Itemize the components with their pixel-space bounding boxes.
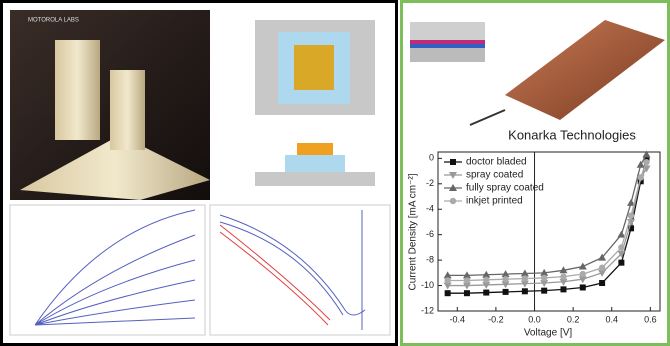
y-tick-label: -2 <box>426 178 434 188</box>
marker <box>560 286 566 292</box>
side-layer <box>285 155 345 172</box>
photo-roll <box>110 70 145 150</box>
marker <box>618 244 624 250</box>
stack <box>410 48 485 62</box>
marker <box>522 288 528 294</box>
stack <box>410 40 485 44</box>
marker <box>522 275 528 281</box>
transfer-plot <box>210 205 390 335</box>
side-layer <box>297 143 333 155</box>
x-label: Voltage [V] <box>524 328 573 339</box>
stack <box>410 22 485 40</box>
y-tick-label: 0 <box>429 153 434 163</box>
figure: MOTOROLA LABS Konarka Technologies Volta… <box>0 0 670 346</box>
marker <box>580 271 586 277</box>
y-tick-label: -4 <box>426 204 434 214</box>
marker <box>618 260 624 266</box>
marker <box>541 275 547 281</box>
x-tick-label: 0.4 <box>605 314 618 324</box>
device-side <box>255 172 375 186</box>
marker <box>483 277 489 283</box>
marker <box>628 212 634 218</box>
y-tick-label: -8 <box>426 254 434 264</box>
marker <box>502 276 508 282</box>
legend-label: inkjet printed <box>466 196 523 207</box>
stack <box>410 44 485 48</box>
marker <box>503 289 509 295</box>
marker <box>599 265 605 271</box>
marker <box>483 290 489 296</box>
legend-label: doctor bladed <box>466 157 527 168</box>
x-tick-label: 0.6 <box>644 314 657 324</box>
caption: Konarka Technologies <box>508 127 636 142</box>
active-layer <box>294 45 334 90</box>
marker <box>445 290 451 296</box>
x-tick-label: -0.2 <box>488 314 504 324</box>
x-tick-label: 0.2 <box>567 314 580 324</box>
x-tick-label: 0.0 <box>528 314 541 324</box>
marker <box>541 288 547 294</box>
photo-label: MOTOROLA LABS <box>28 18 79 24</box>
legend-marker <box>450 198 456 204</box>
marker <box>464 277 470 283</box>
marker <box>560 273 566 279</box>
marker <box>580 284 586 290</box>
marker <box>444 277 450 283</box>
y-label: Current Density [mA cm⁻²] <box>408 173 419 290</box>
marker <box>464 290 470 296</box>
y-tick-label: -10 <box>421 280 434 290</box>
output-plot <box>10 205 205 335</box>
photo-roll <box>55 40 100 140</box>
legend-marker <box>450 159 456 165</box>
marker <box>637 174 643 180</box>
y-tick-label: -6 <box>426 229 434 239</box>
legend-label: spray coated <box>466 170 523 181</box>
y-tick-label: -12 <box>421 305 434 315</box>
marker <box>599 280 605 286</box>
legend-label: fully spray coated <box>466 183 544 194</box>
x-tick-label: -0.4 <box>450 314 466 324</box>
marker <box>643 159 649 165</box>
